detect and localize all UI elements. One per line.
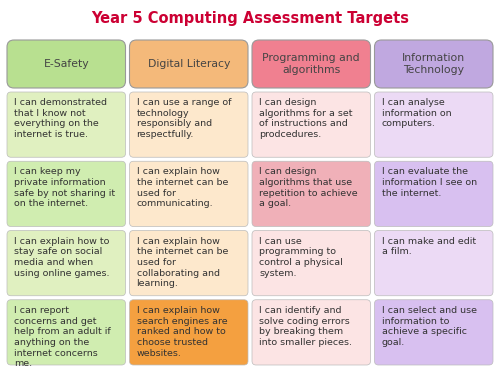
Text: I can select and use
information to
achieve a specific
goal.: I can select and use information to achi…	[382, 306, 476, 347]
FancyBboxPatch shape	[374, 161, 493, 226]
FancyBboxPatch shape	[130, 300, 248, 365]
Text: I can report
concerns and get
help from an adult if
anything on the
internet con: I can report concerns and get help from …	[14, 306, 111, 369]
FancyBboxPatch shape	[374, 40, 493, 88]
Text: Programming and
algorithms: Programming and algorithms	[262, 53, 360, 75]
Text: I can explain how to
stay safe on social
media and when
using online games.: I can explain how to stay safe on social…	[14, 237, 110, 278]
FancyBboxPatch shape	[7, 300, 126, 365]
Text: I can analyse
information on
computers.: I can analyse information on computers.	[382, 98, 451, 129]
Text: I can identify and
solve coding errors
by breaking them
into smaller pieces.: I can identify and solve coding errors b…	[259, 306, 352, 347]
FancyBboxPatch shape	[374, 231, 493, 296]
FancyBboxPatch shape	[252, 231, 370, 296]
FancyBboxPatch shape	[252, 161, 370, 226]
Text: I can explain how
the internet can be
used for
collaborating and
learning.: I can explain how the internet can be us…	[136, 237, 228, 288]
Text: I can design
algorithms that use
repetition to achieve
a goal.: I can design algorithms that use repetit…	[259, 167, 358, 208]
FancyBboxPatch shape	[130, 161, 248, 226]
FancyBboxPatch shape	[374, 300, 493, 365]
Text: Information
Technology: Information Technology	[402, 53, 466, 75]
Text: I can keep my
private information
safe by not sharing it
on the internet.: I can keep my private information safe b…	[14, 167, 115, 208]
Text: I can use
programming to
control a physical
system.: I can use programming to control a physi…	[259, 237, 343, 278]
FancyBboxPatch shape	[252, 92, 370, 157]
FancyBboxPatch shape	[252, 40, 370, 88]
Text: I can make and edit
a film.: I can make and edit a film.	[382, 237, 476, 256]
FancyBboxPatch shape	[252, 300, 370, 365]
FancyBboxPatch shape	[7, 92, 126, 157]
Text: I can evaluate the
information I see on
the internet.: I can evaluate the information I see on …	[382, 167, 476, 198]
Text: I can explain how
search engines are
ranked and how to
choose trusted
websites.: I can explain how search engines are ran…	[136, 306, 227, 358]
FancyBboxPatch shape	[7, 40, 126, 88]
Text: Year 5 Computing Assessment Targets: Year 5 Computing Assessment Targets	[91, 10, 409, 26]
Text: I can use a range of
technology
responsibly and
respectfully.: I can use a range of technology responsi…	[136, 98, 231, 139]
FancyBboxPatch shape	[130, 40, 248, 88]
Text: I can explain how
the internet can be
used for
communicating.: I can explain how the internet can be us…	[136, 167, 228, 208]
FancyBboxPatch shape	[7, 161, 126, 226]
Text: I can demonstrated
that I know not
everything on the
internet is true.: I can demonstrated that I know not every…	[14, 98, 107, 139]
FancyBboxPatch shape	[7, 231, 126, 296]
Text: Digital Literacy: Digital Literacy	[148, 59, 230, 69]
FancyBboxPatch shape	[130, 92, 248, 157]
Text: I can design
algorithms for a set
of instructions and
prodcedures.: I can design algorithms for a set of ins…	[259, 98, 352, 139]
Text: E-Safety: E-Safety	[44, 59, 89, 69]
FancyBboxPatch shape	[374, 92, 493, 157]
FancyBboxPatch shape	[130, 231, 248, 296]
